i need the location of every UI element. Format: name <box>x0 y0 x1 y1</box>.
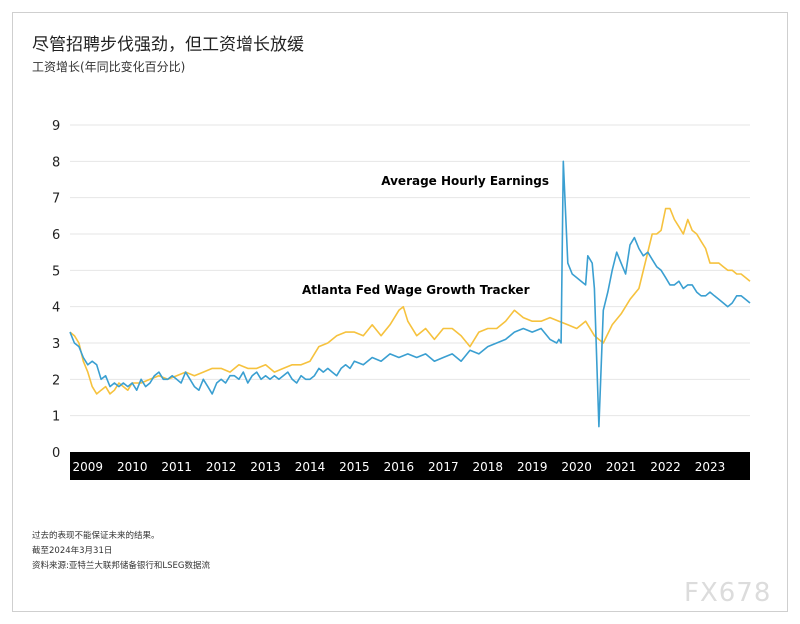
x-tick-label: 2012 <box>206 460 237 474</box>
series-line-average-hourly-earnings <box>69 160 751 428</box>
y-tick-label: 0 <box>52 446 60 461</box>
annotation-atlanta-fed-tracker: Atlanta Fed Wage Growth Tracker <box>302 283 530 297</box>
x-axis-ticks: 2009 2010 2011 2012 2013 2014 2015 2016 2017 2018… <box>73 460 726 474</box>
x-tick-label: 2009 <box>73 460 104 474</box>
y-tick-label: 7 <box>52 192 60 207</box>
y-tick-label: 8 <box>52 155 60 170</box>
series-line-atlanta-fed-tracker <box>69 207 751 395</box>
chart-frame <box>12 12 788 612</box>
y-axis-ticks: 0 1 2 3 4 5 6 7 8 9 <box>52 119 60 461</box>
source-note: 资料来源:亚特兰大联邦储备银行和LSEG数据流 <box>32 561 210 571</box>
x-tick-label: 2010 <box>117 460 148 474</box>
x-tick-label: 2022 <box>650 460 681 474</box>
x-axis-band <box>70 452 750 480</box>
grid-lines <box>70 124 750 417</box>
y-tick-label: 2 <box>52 373 60 388</box>
y-tick-label: 6 <box>52 228 60 243</box>
watermark-logo: FX678 <box>684 578 772 608</box>
x-tick-label: 2015 <box>339 460 370 474</box>
annotation-average-hourly-earnings: Average Hourly Earnings <box>381 174 549 188</box>
x-tick-label: 2011 <box>161 460 192 474</box>
date-note: 截至2024年3月31日 <box>32 546 113 556</box>
y-tick-label: 5 <box>52 264 60 279</box>
chart-title: 尽管招聘步伐强劲，但工资增长放缓 <box>32 35 304 55</box>
x-tick-label: 2021 <box>606 460 637 474</box>
y-tick-label: 4 <box>52 301 60 316</box>
x-tick-label: 2023 <box>695 460 726 474</box>
x-tick-label: 2018 <box>473 460 504 474</box>
y-tick-label: 3 <box>52 337 60 352</box>
x-tick-label: 2019 <box>517 460 548 474</box>
x-tick-label: 2016 <box>384 460 415 474</box>
disclaimer-note: 过去的表现不能保证未来的结果。 <box>32 531 160 541</box>
x-tick-label: 2017 <box>428 460 459 474</box>
x-tick-label: 2020 <box>561 460 592 474</box>
x-tick-label: 2013 <box>250 460 281 474</box>
chart-subtitle: 工资增长(年同比变化百分比) <box>32 60 186 74</box>
y-tick-label: 9 <box>52 119 60 134</box>
series-lines <box>69 160 751 428</box>
x-tick-label: 2014 <box>295 460 326 474</box>
y-tick-label: 1 <box>52 410 60 425</box>
